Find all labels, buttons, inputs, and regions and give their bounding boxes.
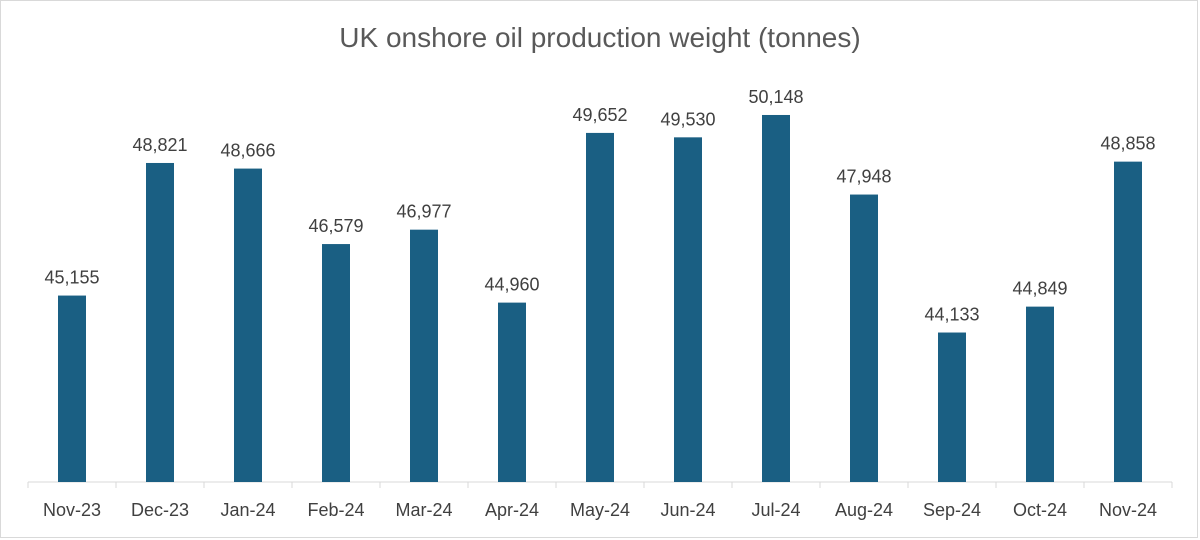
bar: [234, 168, 262, 483]
bar: [58, 295, 86, 482]
bar: [146, 162, 174, 483]
x-tick-label: May-24: [570, 500, 630, 520]
bar: [938, 332, 966, 482]
bar: [850, 194, 878, 482]
bar: [674, 137, 702, 482]
data-label: 46,977: [396, 202, 451, 222]
x-tick-label: Jan-24: [220, 500, 275, 520]
data-label: 46,579: [308, 216, 363, 236]
data-label: 48,858: [1100, 134, 1155, 154]
data-label: 49,652: [572, 105, 627, 125]
bar: [1026, 306, 1054, 482]
data-label: 44,960: [484, 275, 539, 295]
x-tick-label: Jun-24: [660, 500, 715, 520]
bar: [1114, 161, 1142, 482]
data-label: 48,821: [132, 135, 187, 155]
data-label: 47,948: [836, 167, 891, 187]
bar: [586, 132, 614, 483]
data-label: 45,155: [44, 268, 99, 288]
data-label: 44,133: [924, 305, 979, 325]
x-tick-label: Sep-24: [923, 500, 981, 520]
data-label: 49,530: [660, 109, 715, 129]
bar: [410, 229, 438, 482]
bar: [498, 302, 526, 482]
x-tick-label: Feb-24: [307, 500, 364, 520]
x-tick-label: Mar-24: [395, 500, 452, 520]
chart-title: UK onshore oil production weight (tonnes…: [339, 22, 861, 53]
data-label: 44,849: [1012, 279, 1067, 299]
x-tick-label: Nov-23: [43, 500, 101, 520]
data-label: 50,148: [748, 87, 803, 107]
x-tick-label: Jul-24: [751, 500, 800, 520]
x-tick-label: Apr-24: [485, 500, 539, 520]
x-tick-label: Oct-24: [1013, 500, 1067, 520]
data-label: 48,666: [220, 141, 275, 161]
x-tick-label: Aug-24: [835, 500, 893, 520]
bar: [322, 244, 350, 482]
x-tick-label: Dec-23: [131, 500, 189, 520]
x-tick-label: Nov-24: [1099, 500, 1157, 520]
bar: [762, 114, 790, 483]
